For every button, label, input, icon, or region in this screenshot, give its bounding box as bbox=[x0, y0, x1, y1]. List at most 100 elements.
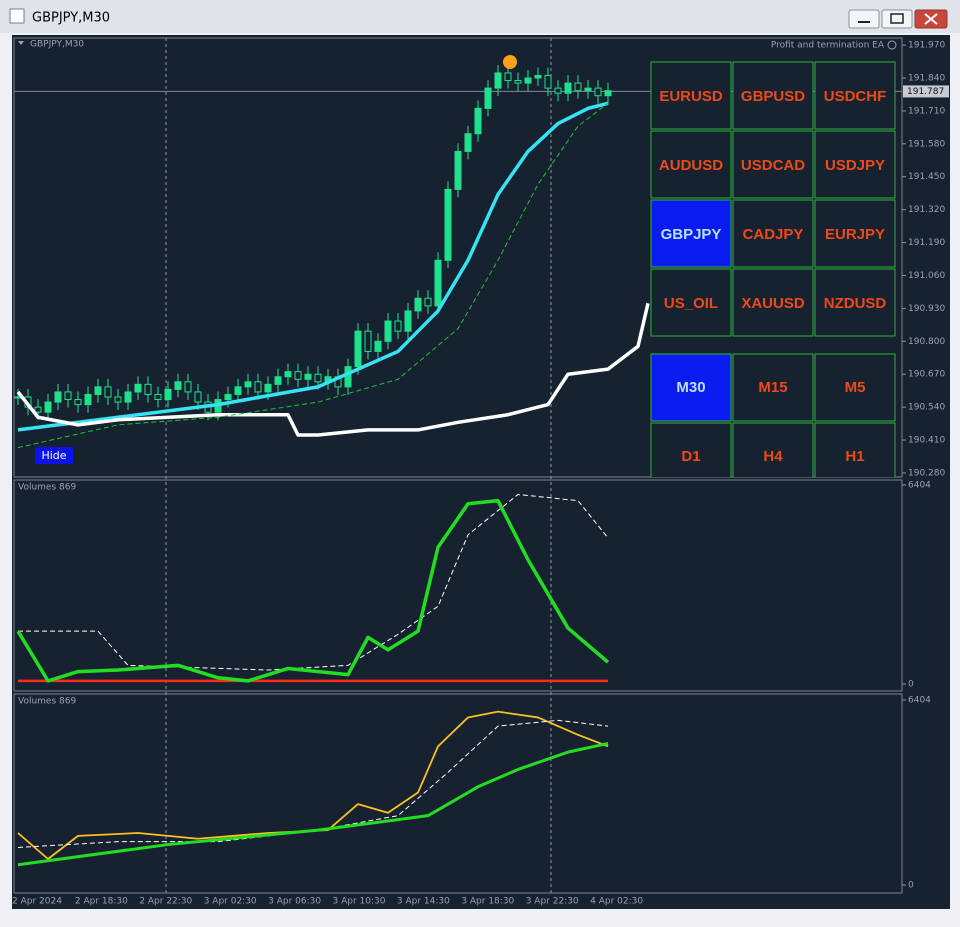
candle bbox=[264, 383, 272, 393]
price-label: 191.190 bbox=[908, 238, 945, 248]
button[interactable] bbox=[732, 199, 814, 268]
candle bbox=[594, 87, 602, 97]
candle bbox=[284, 371, 292, 378]
button-label: H4 bbox=[763, 448, 783, 465]
panel-frame bbox=[13, 37, 903, 478]
button[interactable] bbox=[814, 61, 896, 130]
volume-tick-label: 6404 bbox=[908, 481, 931, 491]
price-label: 190.670 bbox=[908, 370, 945, 380]
price-label: 191.970 bbox=[908, 41, 945, 51]
candle bbox=[464, 133, 472, 152]
button-label: EURJPY bbox=[825, 226, 885, 243]
button-label: M5 bbox=[845, 379, 866, 396]
button[interactable] bbox=[814, 130, 896, 199]
button[interactable] bbox=[650, 130, 732, 199]
minimize-button[interactable] bbox=[848, 9, 880, 29]
time-label: 3 Apr 02:30 bbox=[204, 897, 257, 907]
current-price-tag bbox=[903, 85, 949, 98]
candle bbox=[544, 74, 552, 89]
candle bbox=[424, 297, 432, 307]
price-label: 191.320 bbox=[908, 205, 945, 215]
button[interactable] bbox=[650, 61, 732, 130]
candle bbox=[144, 383, 152, 395]
ea-label: Profit and termination EA bbox=[771, 41, 885, 51]
candle bbox=[234, 386, 242, 395]
maximize-button[interactable] bbox=[881, 9, 913, 29]
price-label: 190.410 bbox=[908, 436, 945, 446]
button-label: GBPUSD bbox=[741, 88, 805, 105]
button-label: USDCAD bbox=[741, 157, 805, 174]
panel-frame bbox=[13, 479, 903, 692]
panel-frame bbox=[13, 693, 903, 894]
volume-tick-label: 0 bbox=[908, 680, 914, 690]
candle bbox=[194, 391, 202, 403]
button[interactable] bbox=[814, 422, 896, 490]
button-label: US_OIL bbox=[664, 295, 718, 312]
candle bbox=[164, 388, 172, 401]
price-label: 190.800 bbox=[908, 337, 945, 347]
candle bbox=[314, 373, 322, 383]
close-icon bbox=[924, 13, 938, 25]
button-label: USDJPY bbox=[825, 157, 885, 174]
panel-label: Volumes 869 bbox=[18, 697, 76, 707]
button[interactable] bbox=[650, 422, 732, 490]
button-label: CADJPY bbox=[743, 226, 804, 243]
candle bbox=[384, 320, 392, 342]
button[interactable] bbox=[732, 422, 814, 490]
hide-button-label: Hide bbox=[41, 449, 66, 462]
button[interactable] bbox=[732, 268, 814, 337]
candle bbox=[54, 391, 62, 403]
button[interactable] bbox=[732, 130, 814, 199]
candle bbox=[414, 297, 422, 312]
button-label: GBPJPY bbox=[661, 226, 722, 243]
candle bbox=[454, 150, 462, 190]
candle bbox=[174, 381, 182, 390]
candle bbox=[224, 393, 232, 401]
time-label: 2 Apr 18:30 bbox=[75, 897, 128, 907]
candle bbox=[344, 366, 352, 388]
candle bbox=[524, 77, 532, 84]
button[interactable] bbox=[732, 353, 814, 422]
candle bbox=[134, 383, 142, 393]
button-label: NZDUSD bbox=[824, 295, 887, 312]
candle bbox=[114, 396, 122, 403]
hide-button[interactable] bbox=[35, 447, 73, 464]
button-label: XAUUSD bbox=[741, 295, 805, 312]
button[interactable] bbox=[814, 268, 896, 337]
button[interactable] bbox=[814, 353, 896, 422]
window-controls bbox=[848, 9, 948, 29]
button[interactable] bbox=[650, 353, 732, 422]
price-label: 191.710 bbox=[908, 106, 945, 116]
candle bbox=[104, 386, 112, 398]
time-label: 3 Apr 10:30 bbox=[333, 897, 386, 907]
candle bbox=[44, 401, 52, 413]
button[interactable] bbox=[814, 199, 896, 268]
volume-line bbox=[17, 710, 609, 860]
candle bbox=[244, 381, 252, 388]
button[interactable] bbox=[732, 61, 814, 130]
price-label: 191.450 bbox=[908, 172, 945, 182]
candle bbox=[294, 371, 302, 380]
candle bbox=[494, 72, 502, 89]
indicator-line bbox=[17, 102, 609, 449]
time-label: 3 Apr 22:30 bbox=[526, 897, 579, 907]
time-label: 3 Apr 06:30 bbox=[268, 897, 321, 907]
candle bbox=[404, 310, 412, 332]
candle bbox=[354, 330, 362, 368]
price-label: 190.540 bbox=[908, 403, 945, 413]
candle bbox=[374, 340, 382, 352]
ea-smiley bbox=[887, 40, 897, 50]
candle bbox=[484, 87, 492, 109]
candle bbox=[394, 320, 402, 332]
volume-line bbox=[17, 741, 609, 867]
price-label: 191.580 bbox=[908, 139, 945, 149]
button[interactable] bbox=[650, 268, 732, 337]
candle bbox=[94, 386, 102, 395]
button[interactable] bbox=[650, 199, 732, 268]
candle bbox=[364, 330, 372, 352]
candle bbox=[444, 188, 452, 261]
candle bbox=[124, 391, 132, 403]
button-label: M15 bbox=[758, 379, 787, 396]
candle bbox=[34, 406, 42, 413]
